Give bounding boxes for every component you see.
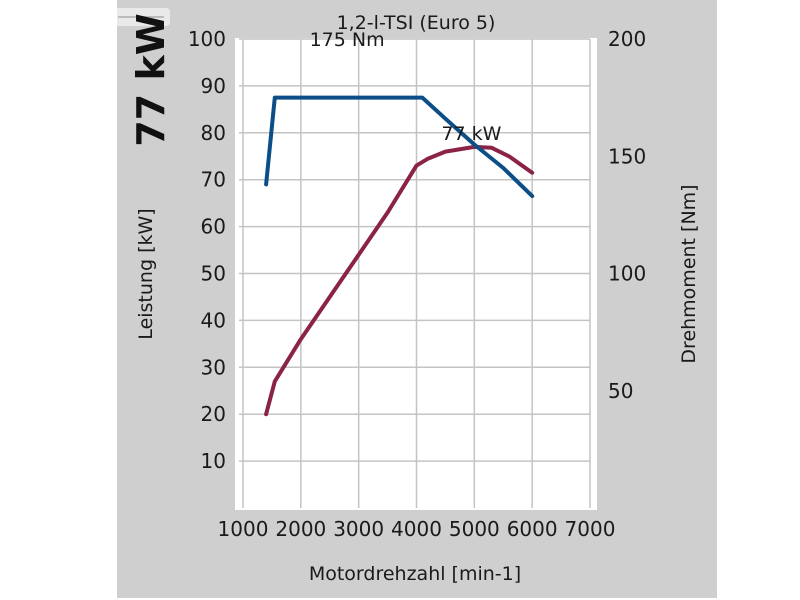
x-axis-label: Motordrehzahl [min-1] (309, 563, 521, 585)
x-tick-label: 1000 (218, 517, 269, 541)
series-line-torque (264, 95, 535, 199)
chart-title: 1,2-l-TSI (Euro 5) (337, 12, 496, 34)
x-tick-label: 7000 (565, 517, 616, 541)
y-tick-label: 10 (201, 449, 226, 473)
y-tick-label: 100 (188, 27, 226, 51)
x-tick-label: 3000 (333, 517, 384, 541)
x-tick-label: 6000 (507, 517, 558, 541)
tick-labels: 1000 2000 3000 4000 5000 6000 7000 10 20 30 40 50 60… (188, 27, 646, 541)
x-tick-label: 4000 (391, 517, 442, 541)
logo-watermark (112, 8, 170, 26)
y2-tick-label: 50 (608, 379, 633, 403)
series-line-power (264, 144, 535, 417)
torque-peak-label: 175 Nm (310, 29, 385, 51)
headline-power: 77 kW (129, 13, 173, 146)
y-tick-label: 20 (201, 402, 226, 426)
power-peak-label: 77 kW (441, 123, 501, 145)
grid-lines (239, 38, 591, 508)
y-tick-label: 30 (201, 355, 226, 379)
series-lines (264, 95, 535, 417)
y2-tick-label: 200 (608, 27, 646, 51)
y2-tick-label: 100 (608, 262, 646, 286)
y-tick-label: 60 (201, 215, 226, 239)
y-axis-label: Leistung [kW] (135, 208, 157, 339)
y2-tick-label: 150 (608, 144, 646, 168)
y-tick-label: 40 (201, 308, 226, 332)
x-tick-label: 2000 (275, 517, 326, 541)
y-tick-label: 90 (201, 74, 226, 98)
y-tick-label: 50 (201, 262, 226, 286)
y-tick-label: 80 (201, 121, 226, 145)
y-tick-label: 70 (201, 168, 226, 192)
x-tick-label: 5000 (449, 517, 500, 541)
y2-axis-label: Drehmoment [Nm] (678, 184, 700, 363)
